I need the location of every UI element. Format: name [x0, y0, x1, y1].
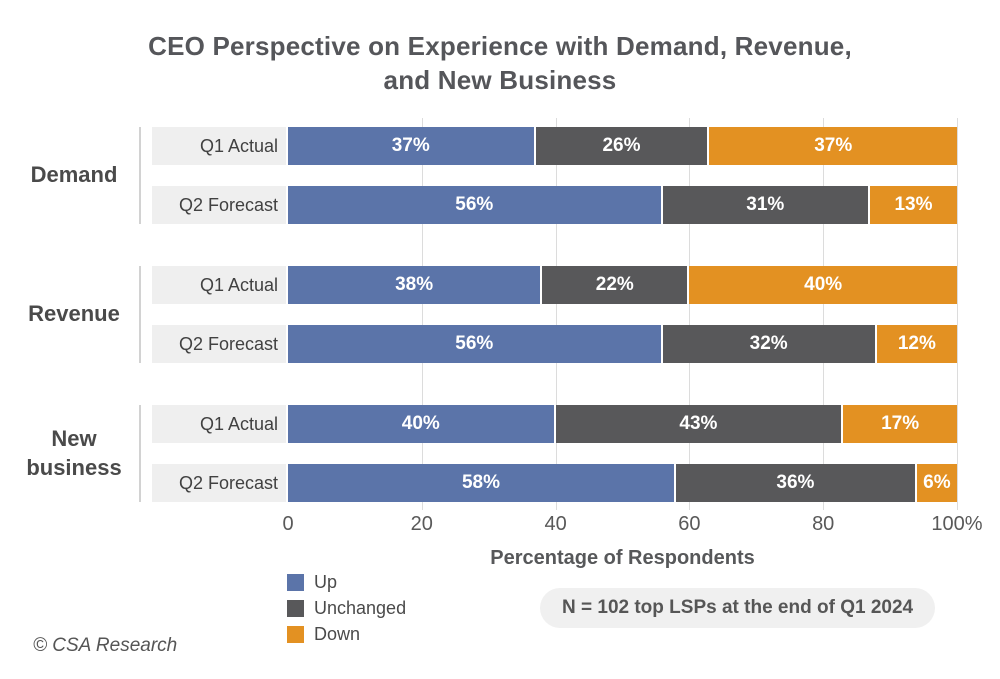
x-tick-label: 60: [678, 513, 701, 535]
group-label-demand: Demand: [30, 162, 118, 188]
gridline: [421, 118, 423, 510]
bar-segment-down: 13%: [870, 186, 957, 224]
x-tick-label: 100%: [931, 513, 983, 535]
bar-segment-unchanged: 36%: [676, 464, 917, 502]
legend: Up Unchanged Down: [287, 569, 406, 647]
stacked-bar: 56% 32% 12%: [288, 325, 957, 363]
x-tick-label: 0: [282, 513, 294, 535]
segment-value-label: 40%: [401, 413, 440, 434]
segment-value-label: 40%: [804, 274, 843, 295]
stacked-bar: 37% 26% 37%: [288, 127, 957, 165]
row-label-chip: Q2 Forecast: [152, 325, 286, 363]
segment-value-label: 36%: [776, 472, 815, 493]
stacked-bar: 40% 43% 17%: [288, 405, 957, 443]
legend-label: Down: [314, 623, 361, 644]
bar-segment-down: 17%: [843, 405, 957, 443]
legend-label: Unchanged: [314, 597, 407, 618]
bar-segment-up: 37%: [288, 127, 536, 165]
gridline: [957, 118, 958, 510]
row-label-chip: Q1 Actual: [152, 127, 286, 165]
segment-value-label: 37%: [814, 135, 853, 156]
bar-segment-unchanged: 31%: [662, 186, 870, 224]
bar-segment-unchanged: 32%: [662, 325, 877, 363]
segment-value-label: 56%: [455, 194, 494, 215]
group-label-new-business: New business: [26, 426, 122, 480]
legend-item-unchanged: Unchanged: [287, 595, 406, 621]
bar-segment-up: 56%: [288, 186, 663, 224]
gridline: [555, 118, 557, 510]
row-label-chip: Q2 Forecast: [152, 186, 286, 224]
stacked-bar: 56% 31% 13%: [288, 186, 957, 224]
gridline: [689, 118, 691, 510]
row-label-chip: Q2 Forecast: [152, 464, 286, 502]
segment-value-label: 13%: [894, 194, 933, 215]
legend-item-up: Up: [287, 569, 406, 595]
bar-segment-up: 40%: [288, 405, 556, 443]
legend-item-down: Down: [287, 621, 406, 647]
segment-value-label: 38%: [395, 274, 434, 295]
group-divider: [139, 127, 141, 224]
segment-value-label: 31%: [746, 194, 785, 215]
bar-segment-up: 38%: [288, 266, 543, 304]
bar-segment-unchanged: 22%: [542, 266, 690, 304]
bar-segment-unchanged: 43%: [555, 405, 844, 443]
copyright-footer: © CSA Research: [33, 635, 178, 656]
bar-segment-down: 6%: [916, 464, 957, 502]
row-label-chip: Q1 Actual: [152, 405, 286, 443]
stacked-bar: 58% 36% 6%: [288, 464, 957, 502]
x-axis-label: Percentage of Respondents: [490, 547, 755, 569]
segment-value-label: 17%: [881, 413, 920, 434]
bar-segment-up: 56%: [288, 325, 663, 363]
segment-value-label: 56%: [455, 333, 494, 354]
bar-segment-unchanged: 26%: [535, 127, 710, 165]
row-label-chip: Q1 Actual: [152, 266, 286, 304]
x-tick-label: 40: [544, 513, 567, 535]
legend-swatch-unchanged: [287, 599, 304, 617]
bar-segment-down: 37%: [709, 127, 957, 165]
x-tick-label: 80: [812, 513, 835, 535]
segment-value-label: 37%: [391, 135, 430, 156]
segment-value-label: 26%: [602, 135, 641, 156]
segment-value-label: 43%: [679, 413, 718, 434]
segment-value-label: 32%: [749, 333, 788, 354]
bar-segment-down: 12%: [876, 325, 957, 363]
segment-value-label: 12%: [897, 333, 936, 354]
bar-segment-up: 58%: [288, 464, 677, 502]
legend-swatch-down: [287, 625, 304, 643]
group-label-revenue: Revenue: [28, 301, 120, 327]
group-divider: [139, 405, 141, 502]
x-tick-label: 20: [410, 513, 433, 535]
stacked-bar: 38% 22% 40%: [288, 266, 957, 304]
segment-value-label: 58%: [461, 472, 501, 493]
legend-swatch-up: [287, 573, 304, 591]
sample-size-note: N = 102 top LSPs at the end of Q1 2024: [540, 588, 936, 628]
gridline: [823, 118, 825, 510]
chart-title: CEO Perspective on Experience with Deman…: [148, 31, 852, 96]
group-divider: [139, 266, 141, 363]
legend-label: Up: [314, 571, 338, 592]
segment-value-label: 22%: [595, 274, 634, 295]
bar-segment-down: 40%: [689, 266, 957, 304]
segment-value-label: 6%: [923, 472, 951, 493]
